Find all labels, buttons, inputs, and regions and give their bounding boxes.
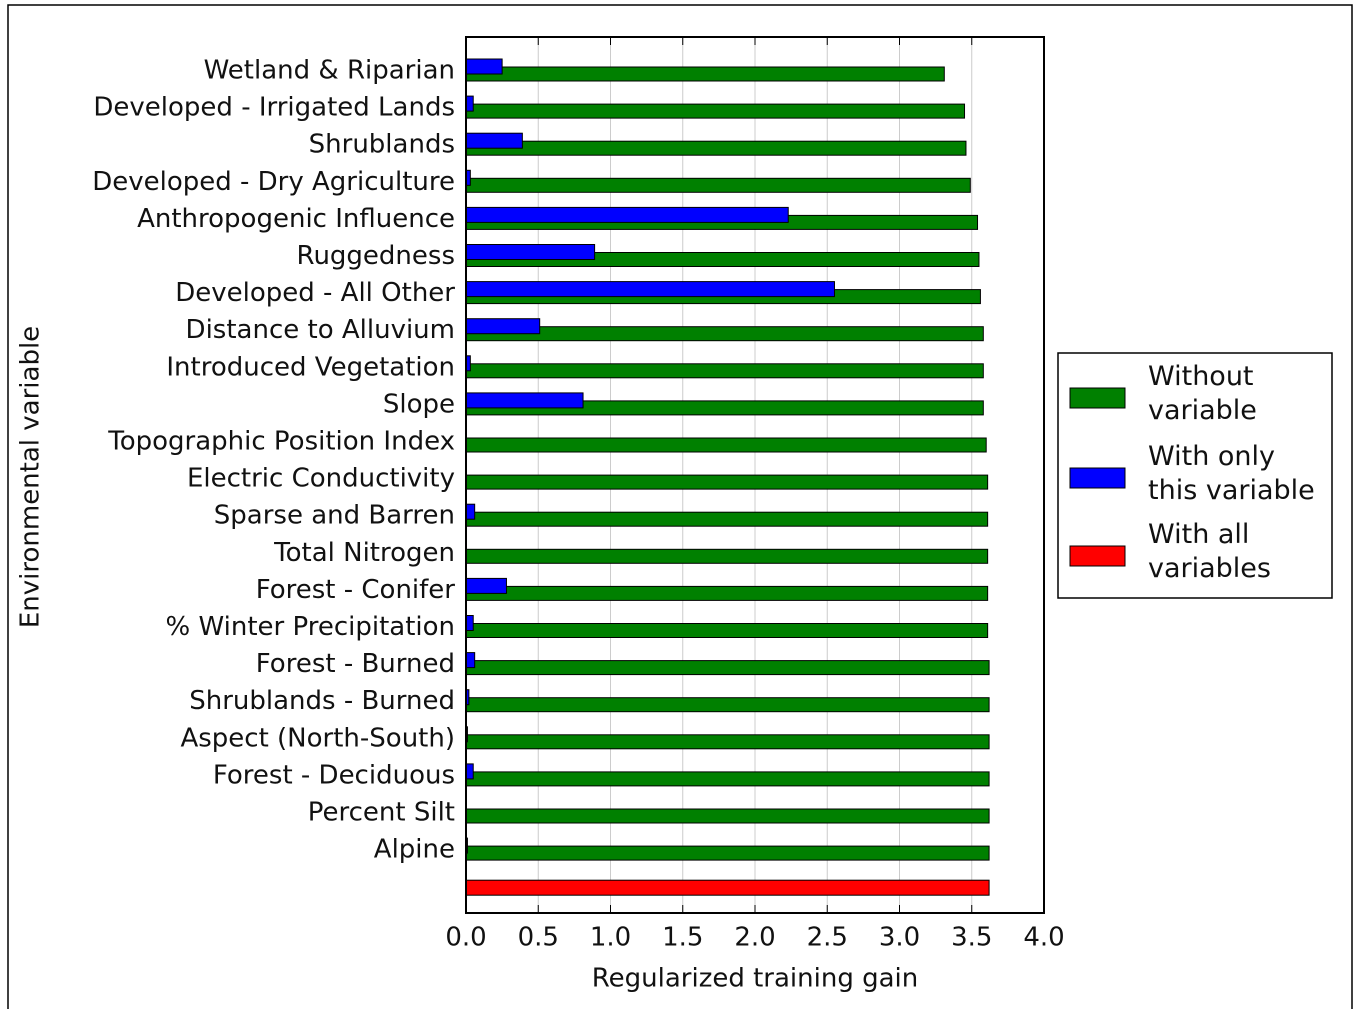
y-tick-label: Distance to Alluvium xyxy=(186,315,455,345)
y-tick-label: Introduced Vegetation xyxy=(166,352,455,382)
legend-swatch xyxy=(1069,545,1126,567)
bar xyxy=(465,734,990,750)
x-tick-label: 3.5 xyxy=(951,923,992,953)
legend-swatch xyxy=(1069,387,1126,409)
bar xyxy=(465,577,507,594)
bar xyxy=(465,326,984,342)
bar xyxy=(465,58,503,75)
y-tick-label: Shrublands xyxy=(309,130,455,160)
bar xyxy=(465,103,966,119)
bar xyxy=(465,318,541,335)
bar xyxy=(465,95,474,112)
bar xyxy=(465,615,474,631)
x-tick-label: 0.0 xyxy=(445,923,486,953)
plot-area xyxy=(465,36,1045,914)
y-tick-label: Topographic Position Index xyxy=(107,427,455,457)
y-tick-label: Alpine xyxy=(374,835,455,865)
bar xyxy=(465,474,989,490)
y-tick-label: Slope xyxy=(383,389,455,419)
bar xyxy=(465,140,967,156)
bar xyxy=(465,763,474,780)
y-tick-label: Electric Conductivity xyxy=(187,464,455,494)
y-tick-label: Shrublands - Burned xyxy=(189,686,455,716)
bar xyxy=(465,177,971,193)
y-axis-label: Environmental variable xyxy=(16,326,46,628)
x-tick-label: 2.0 xyxy=(734,923,775,953)
bar xyxy=(465,652,476,669)
bar xyxy=(465,66,945,82)
legend-swatch xyxy=(1069,467,1126,489)
legend-label: Without variable xyxy=(1148,361,1257,426)
y-tick-label: Developed - All Other xyxy=(175,278,455,308)
legend-label: With only this variable xyxy=(1148,441,1315,506)
y-tick-label: Sparse and Barren xyxy=(214,501,455,531)
bar xyxy=(465,281,835,298)
y-tick-label: Forest - Deciduous xyxy=(213,760,455,790)
y-tick-label: Aspect (North-South) xyxy=(180,723,455,753)
bar xyxy=(465,437,987,453)
bar xyxy=(465,808,990,824)
bar xyxy=(465,879,990,896)
bar xyxy=(465,845,990,861)
y-tick-label: Developed - Irrigated Lands xyxy=(93,93,455,123)
bar xyxy=(465,206,789,223)
x-tick-label: 1.5 xyxy=(662,923,703,953)
legend-label: With all variables xyxy=(1148,519,1271,584)
bar xyxy=(465,392,584,409)
bar xyxy=(465,697,990,713)
y-tick-label: Developed - Dry Agriculture xyxy=(92,167,455,197)
y-tick-label: Wetland & Riparian xyxy=(204,56,455,86)
bar xyxy=(465,660,990,676)
bar xyxy=(465,585,989,601)
y-tick-label: Forest - Conifer xyxy=(256,575,456,605)
y-tick-label: % Winter Precipitation xyxy=(166,612,455,642)
bar xyxy=(465,771,990,787)
y-tick-label: Total Nitrogen xyxy=(273,538,455,568)
bar xyxy=(465,548,989,564)
x-tick-label: 0.5 xyxy=(518,923,559,953)
x-tick-label: 2.5 xyxy=(807,923,848,953)
x-tick-label: 3.0 xyxy=(879,923,920,953)
bar xyxy=(465,363,984,379)
x-axis-label: Regularized training gain xyxy=(592,964,919,994)
bar xyxy=(465,244,596,260)
y-tick-label: Forest - Burned xyxy=(256,649,455,679)
y-tick-label: Anthropogenic Influence xyxy=(137,204,455,234)
bar xyxy=(465,623,989,638)
x-tick-label: 1.0 xyxy=(590,923,631,953)
y-tick-label: Ruggedness xyxy=(297,241,455,271)
frame xyxy=(7,4,1353,1009)
bar xyxy=(465,511,989,527)
y-tick-label: Percent Silt xyxy=(308,798,455,828)
bar xyxy=(465,503,476,520)
x-tick-label: 4.0 xyxy=(1023,923,1064,953)
bar xyxy=(465,132,523,149)
